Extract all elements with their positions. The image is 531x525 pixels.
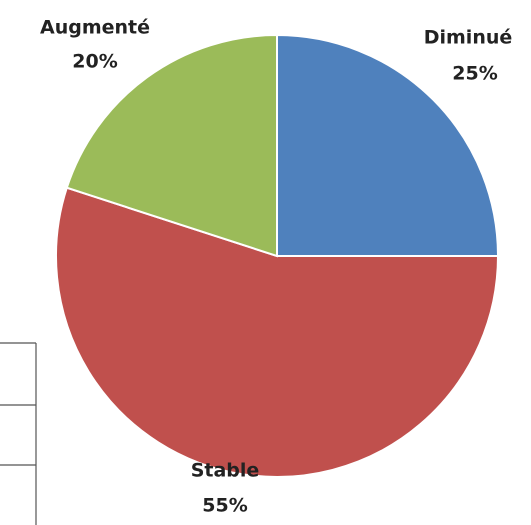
slice-label: Stable [191, 460, 260, 482]
labels: Diminué 25% Stable 55% Augmenté 20% [40, 17, 512, 517]
pie-slice [65, 33, 278, 258]
pie-slice [55, 186, 500, 478]
pie [55, 33, 500, 478]
slice-label: Diminué [424, 27, 513, 49]
background-table-fragment [0, 342, 37, 525]
pie-slice [276, 33, 500, 257]
slice-value-label: 20% [72, 51, 117, 73]
slice-label: Augmenté [40, 17, 150, 39]
slice-value-label: 55% [202, 495, 247, 517]
slice-value-label: 25% [452, 63, 497, 85]
